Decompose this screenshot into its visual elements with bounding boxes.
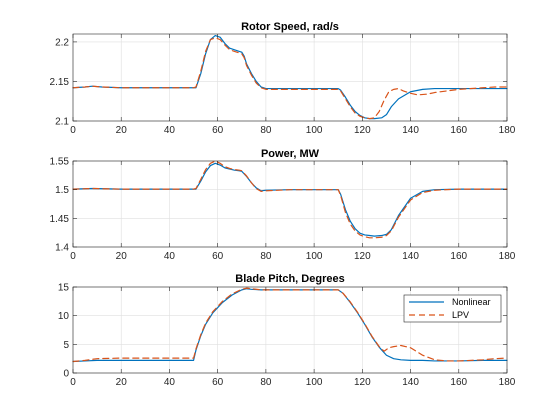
axes-rotor-speed <box>73 34 507 121</box>
y-tick-label: 1.55 <box>50 157 70 168</box>
subplot-power: 0 20 40 60 80 100 120 140 160 180 1.4 1.45 1.5 1.55 P… <box>50 148 516 262</box>
x-tick-label: 180 <box>499 251 516 262</box>
x-tick-label: 140 <box>402 125 419 136</box>
chart-title: Rotor Speed, rad/s <box>241 21 339 33</box>
subplot-rotor-speed: 0 20 40 60 80 100 120 140 160 180 2.1 2.15 2.2 Rotor… <box>50 21 516 136</box>
axes-box-rotor-speed <box>72 33 508 122</box>
x-tick-label: 140 <box>402 377 419 388</box>
legend-label-lpv: LPV <box>452 310 469 320</box>
x-tick-label: 100 <box>306 125 323 136</box>
x-tick-label: 140 <box>402 251 419 262</box>
subplot-blade-pitch: 0 20 40 60 80 100 120 140 160 180 0 5 10 15 Blade Pit… <box>58 273 516 388</box>
y-tick-label: 1.45 <box>50 214 70 225</box>
legend-label-nonlinear: Nonlinear <box>452 297 491 307</box>
x-tick-label: 0 <box>70 125 76 136</box>
x-tick-label: 60 <box>212 377 224 388</box>
y-tick-label: 10 <box>58 311 70 322</box>
axes-box-power <box>72 160 508 248</box>
lines-power <box>72 160 508 239</box>
ticks-power: 0 20 40 60 80 100 120 140 160 180 1.4 1.45 1.5 1.55 <box>50 157 516 263</box>
x-tick-label: 160 <box>450 125 467 136</box>
series-line-nonlinear <box>72 162 508 237</box>
legend: Nonlinear LPV <box>403 294 502 323</box>
x-tick-label: 180 <box>499 125 516 136</box>
x-tick-label: 20 <box>116 377 128 388</box>
x-tick-label: 180 <box>499 377 516 388</box>
series-line-lpv <box>72 160 508 239</box>
x-tick-label: 60 <box>212 125 224 136</box>
y-tick-label: 2.2 <box>55 37 69 48</box>
y-tick-label: 15 <box>58 283 70 294</box>
x-tick-label: 20 <box>116 251 128 262</box>
y-tick-label: 0 <box>63 369 69 380</box>
x-tick-label: 60 <box>212 251 224 262</box>
axes-box-blade-pitch <box>72 286 508 374</box>
x-tick-label: 40 <box>164 377 176 388</box>
ticks-rotor-speed: 0 20 40 60 80 100 120 140 160 180 2.1 2.15 2.2 <box>50 34 516 136</box>
x-tick-label: 0 <box>70 251 76 262</box>
ticks-blade-pitch: 0 20 40 60 80 100 120 140 160 180 0 5 10 15 <box>58 283 516 389</box>
lines-rotor-speed <box>72 34 508 120</box>
chart-title: Blade Pitch, Degrees <box>235 273 344 285</box>
axes-power <box>73 161 507 247</box>
x-tick-label: 100 <box>306 377 323 388</box>
x-tick-label: 120 <box>354 377 371 388</box>
x-tick-label: 0 <box>70 377 76 388</box>
x-tick-label: 20 <box>116 125 128 136</box>
x-tick-label: 40 <box>164 125 176 136</box>
y-tick-label: 2.15 <box>50 77 70 88</box>
y-tick-label: 5 <box>63 340 69 351</box>
x-tick-label: 80 <box>260 251 272 262</box>
x-tick-label: 80 <box>260 125 272 136</box>
x-tick-label: 80 <box>260 377 272 388</box>
chart-title: Power, MW <box>261 148 320 160</box>
x-tick-label: 120 <box>354 125 371 136</box>
y-tick-label: 1.5 <box>55 185 69 196</box>
legend-box <box>403 294 502 323</box>
x-tick-label: 100 <box>306 251 323 262</box>
x-tick-label: 160 <box>450 251 467 262</box>
x-tick-label: 40 <box>164 251 176 262</box>
x-tick-label: 160 <box>450 377 467 388</box>
y-tick-label: 1.4 <box>55 243 69 254</box>
x-tick-label: 120 <box>354 251 371 262</box>
y-tick-label: 2.1 <box>55 117 69 128</box>
